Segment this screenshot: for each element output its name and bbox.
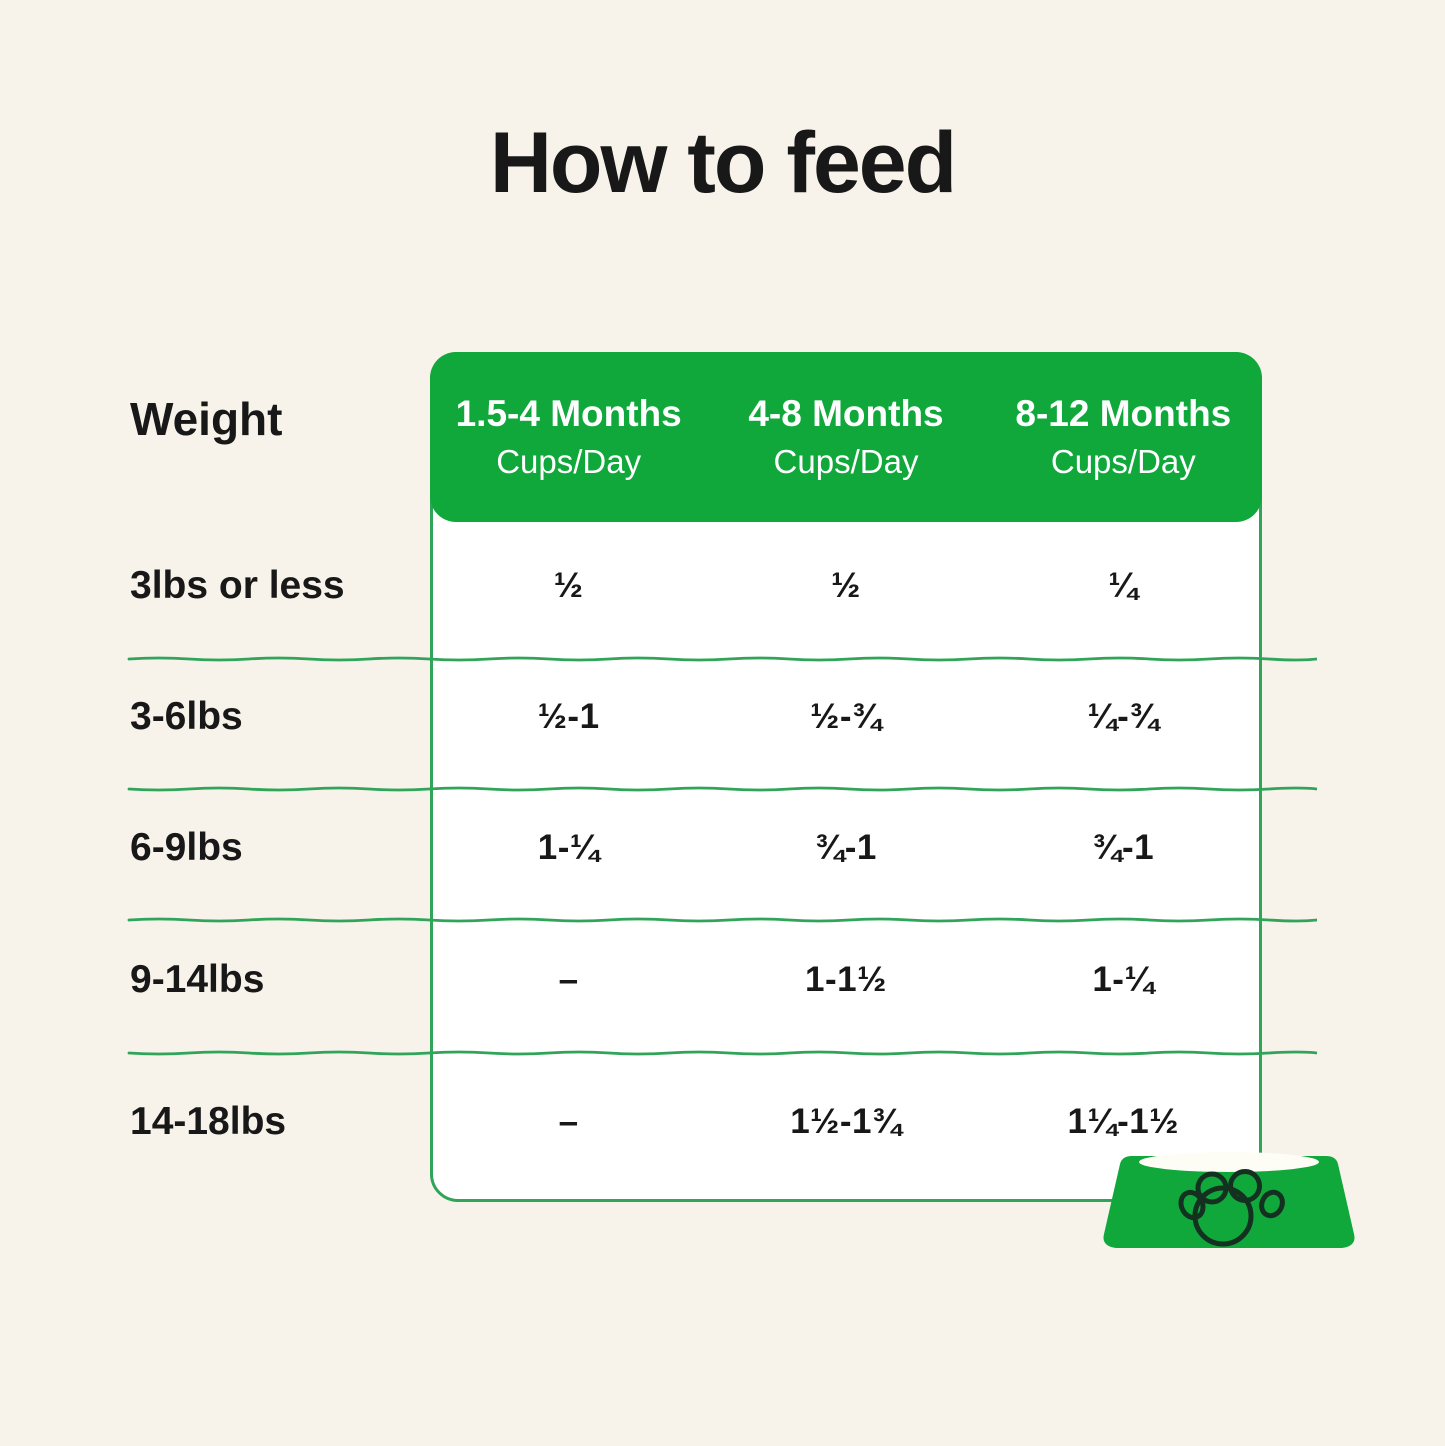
paw-print-icon bbox=[1178, 1169, 1285, 1247]
column-header-4-8-months: 4-8 Months Cups/Day bbox=[707, 352, 984, 522]
table-row: 6-9lbs 1-¼ ¾-1 ¾-1 bbox=[130, 783, 1262, 912]
cups-value: – bbox=[558, 1102, 579, 1141]
row-weight-label: 14-18lbs bbox=[130, 1100, 287, 1143]
row-weight-label: 3-6lbs bbox=[130, 695, 243, 738]
table-row: 3-6lbs ½-1 ½-¾ ¼-¾ bbox=[130, 653, 1262, 781]
feeding-table-header: 1.5-4 Months Cups/Day 4-8 Months Cups/Da… bbox=[430, 352, 1262, 522]
cups-value: ¼-¾ bbox=[1087, 697, 1160, 736]
cups-value: ¼ bbox=[1108, 566, 1139, 605]
column-unit: Cups/Day bbox=[1050, 443, 1196, 480]
row-separator bbox=[127, 780, 1319, 792]
row-separator bbox=[127, 911, 1319, 923]
column-header-8-12-months: 8-12 Months Cups/Day bbox=[985, 352, 1262, 522]
page-title: How to feed bbox=[489, 115, 957, 211]
cups-value: 1-¼ bbox=[537, 827, 600, 867]
row-separator bbox=[127, 1044, 1319, 1056]
row-weight-label: 3lbs or less bbox=[130, 564, 345, 607]
cups-value: 1½-1¾ bbox=[790, 1102, 902, 1141]
cups-value: ½-1 bbox=[537, 697, 600, 736]
row-weight-label: 6-9lbs bbox=[130, 825, 243, 869]
cups-value: ½ bbox=[831, 566, 861, 605]
cups-value: ½ bbox=[553, 566, 584, 605]
column-header-1-5-4-months: 1.5-4 Months Cups/Day bbox=[430, 352, 707, 522]
cups-value: ½-¾ bbox=[810, 697, 882, 736]
column-age-range: 1.5-4 Months bbox=[455, 393, 682, 434]
cups-value: ¾-1 bbox=[1092, 827, 1155, 867]
row-weight-label: 9-14lbs bbox=[130, 957, 265, 1001]
table-row: 3lbs or less ½ ½ ¼ bbox=[130, 522, 1262, 650]
row-separator bbox=[127, 650, 1319, 662]
column-age-range: 4-8 Months bbox=[748, 393, 944, 434]
cups-value: 1-1½ bbox=[805, 959, 887, 999]
weight-column-header: Weight bbox=[130, 393, 283, 445]
cups-value: 1-¼ bbox=[1092, 959, 1155, 999]
table-row: 9-14lbs – 1-1½ 1-¼ bbox=[130, 914, 1262, 1045]
column-unit: Cups/Day bbox=[773, 443, 919, 480]
column-unit: Cups/Day bbox=[496, 443, 642, 480]
cups-value: – bbox=[558, 959, 579, 999]
cups-value: 1¼-1½ bbox=[1067, 1102, 1179, 1141]
pet-bowl-icon bbox=[1096, 1144, 1362, 1263]
column-age-range: 8-12 Months bbox=[1015, 393, 1232, 434]
table-row: 14-18lbs – 1½-1¾ 1¼-1½ bbox=[130, 1047, 1262, 1197]
cups-value: ¾-1 bbox=[815, 827, 877, 867]
